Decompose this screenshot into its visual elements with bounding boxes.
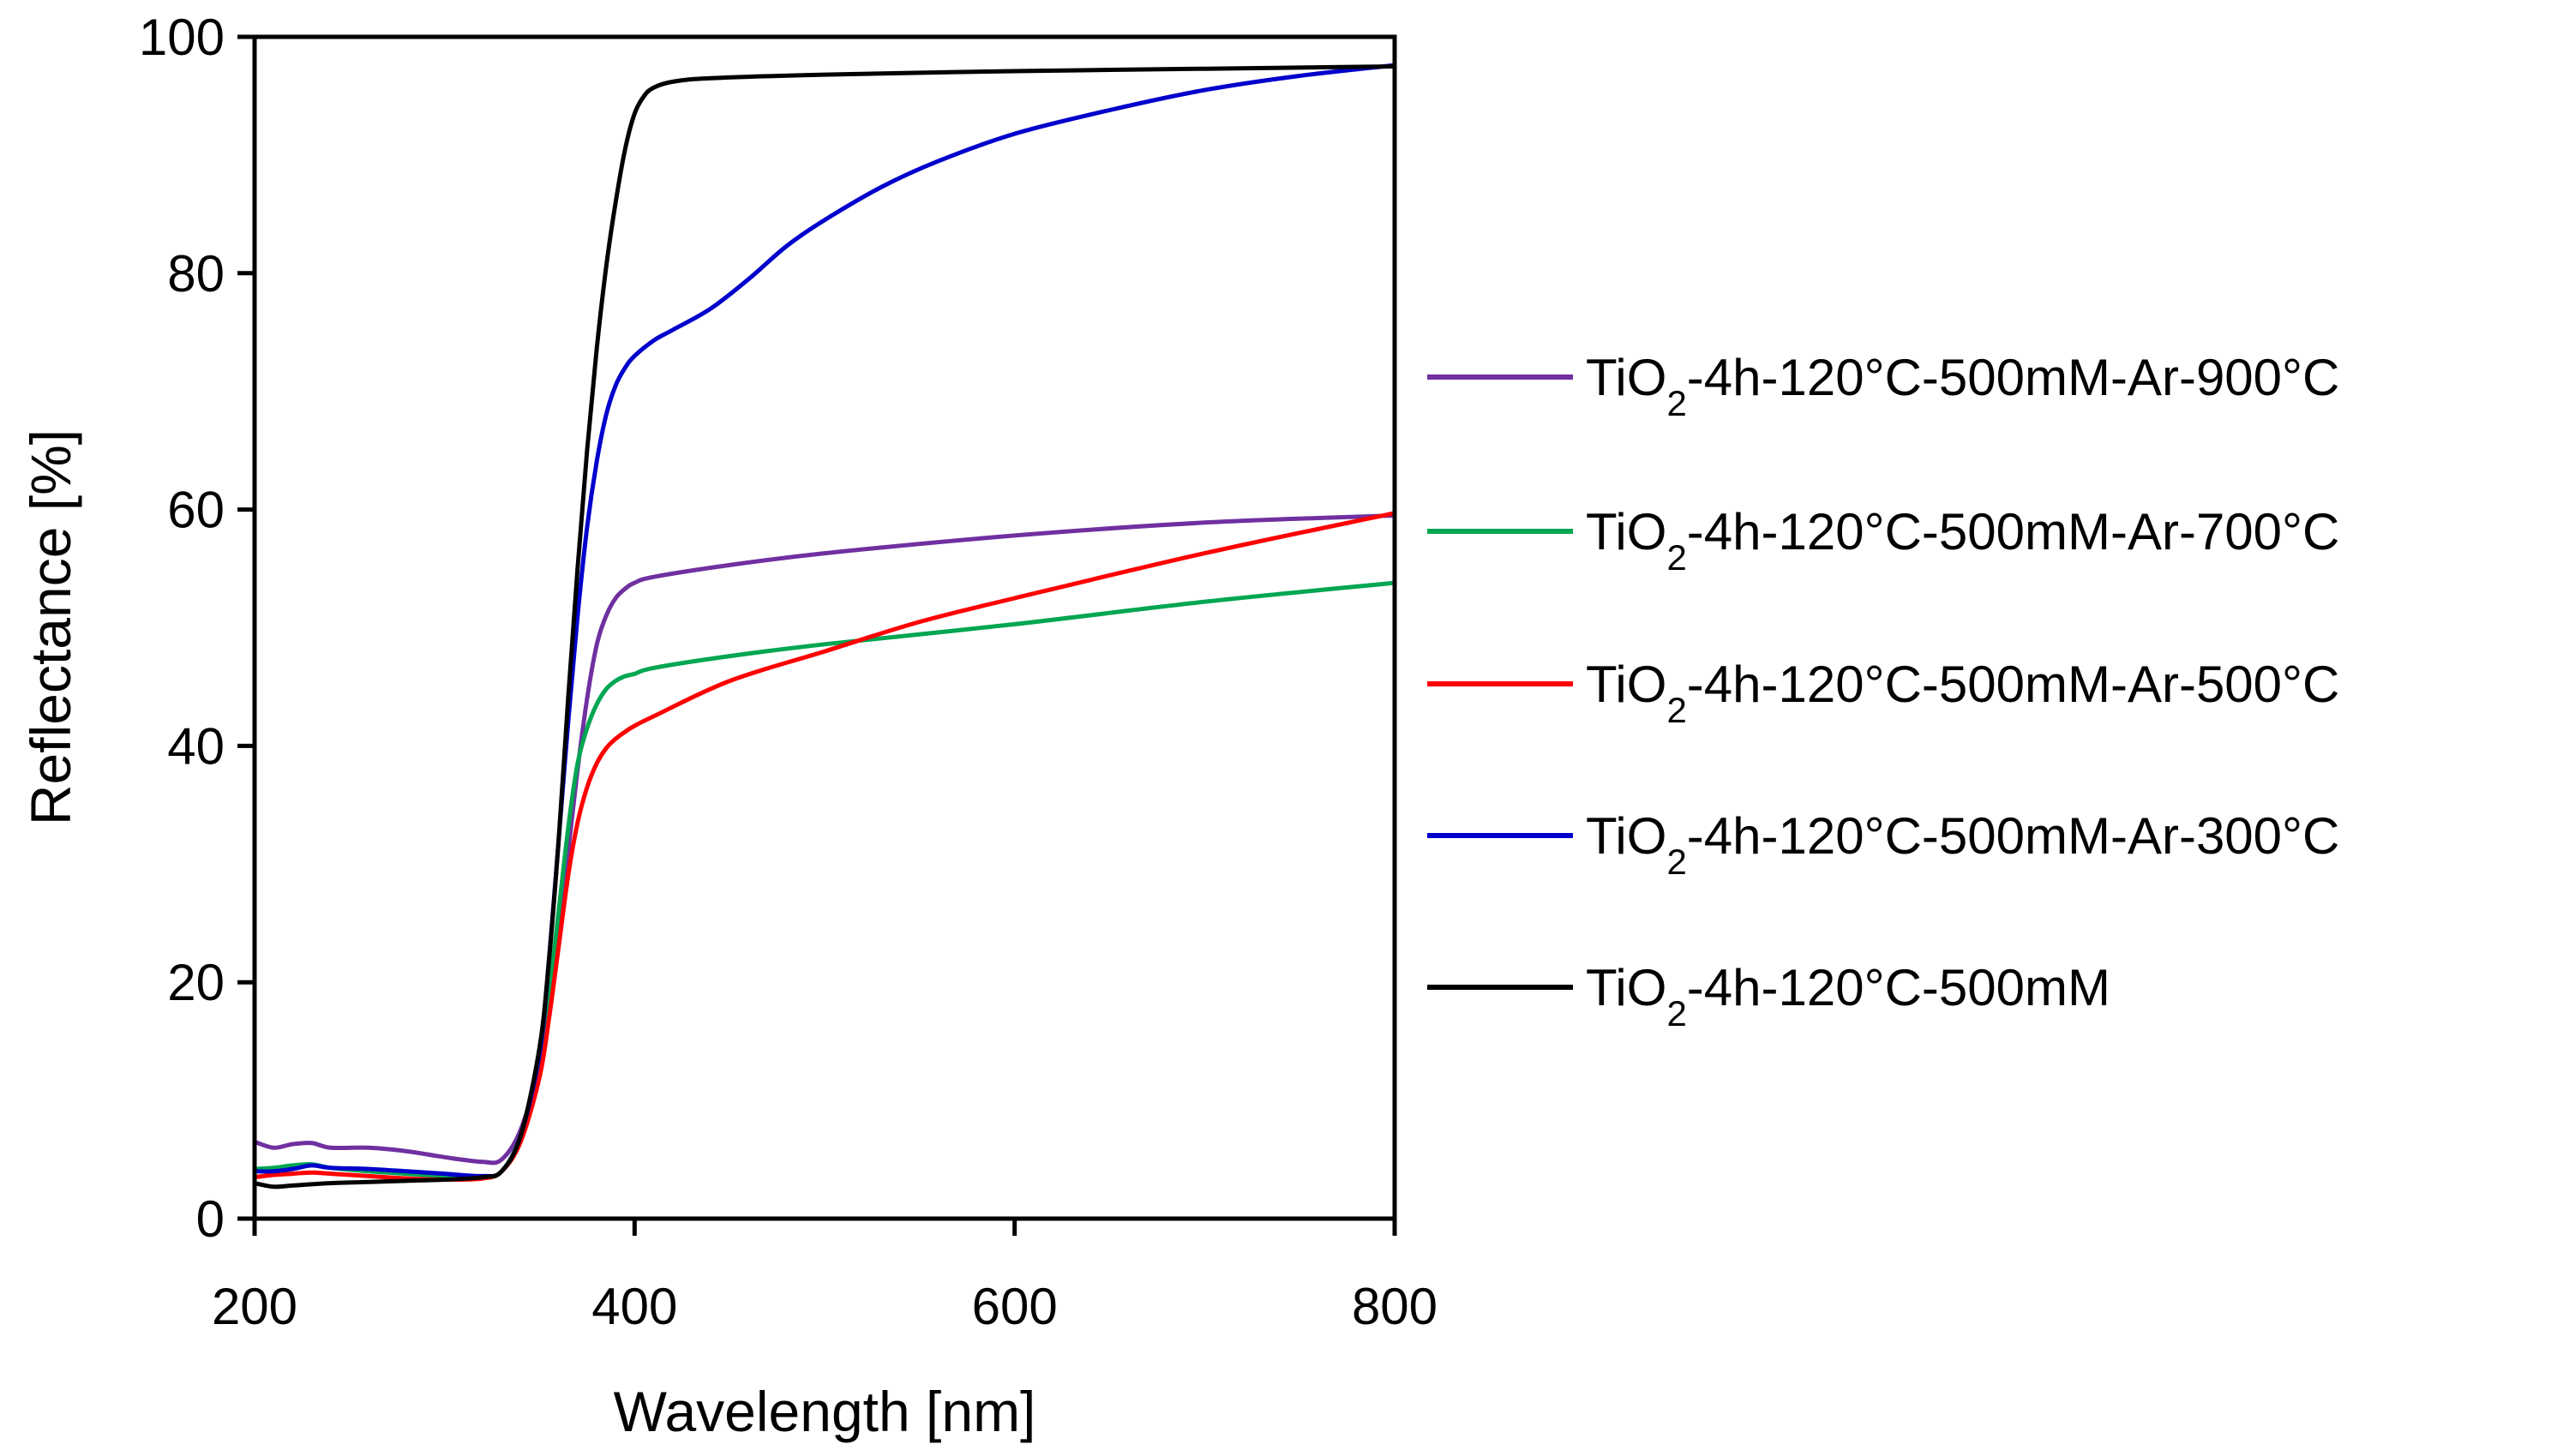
- plot-frame: [252, 34, 1397, 1221]
- y-tick-label: 40: [167, 717, 225, 775]
- legend-label-1: TiO2-4h-120°C-500mM-Ar-900°C: [1586, 349, 2339, 423]
- series-line-2: [252, 580, 1397, 1180]
- legend-label-2: TiO2-4h-120°C-500mM-Ar-700°C: [1586, 503, 2339, 578]
- series-line-5: [252, 64, 1397, 1189]
- series-layer: [252, 63, 1397, 1189]
- y-tick-label: 60: [167, 482, 225, 539]
- x-tick-label: 400: [591, 1278, 677, 1335]
- y-tick-label: 20: [167, 954, 225, 1011]
- y-axis-title: Reflectance [%]: [19, 429, 82, 825]
- series-line-4: [252, 63, 1397, 1178]
- y-tick-label: 0: [196, 1190, 225, 1248]
- x-tick-label: 600: [972, 1278, 1058, 1335]
- legend-label-4: TiO2-4h-120°C-500mM-Ar-300°C: [1586, 807, 2339, 882]
- y-tick-label: 100: [139, 9, 225, 66]
- series-line-1: [252, 513, 1397, 1165]
- series-line-3: [252, 511, 1397, 1183]
- y-tick-label: 80: [167, 245, 225, 303]
- legend: TiO2-4h-120°C-500mM-Ar-900°C TiO2-4h-120°…: [1427, 349, 2339, 1034]
- x-axis-title: Wavelength [nm]: [614, 1380, 1036, 1443]
- x-tick-label: 800: [1352, 1278, 1438, 1335]
- x-tick-label: 200: [212, 1278, 297, 1335]
- legend-label-3: TiO2-4h-120°C-500mM-Ar-500°C: [1586, 656, 2339, 730]
- axis-ticks: 200 400 600 800 0 20 40 60 80 100: [139, 9, 1438, 1335]
- legend-label-5: TiO2-4h-120°C-500mM: [1586, 959, 2110, 1034]
